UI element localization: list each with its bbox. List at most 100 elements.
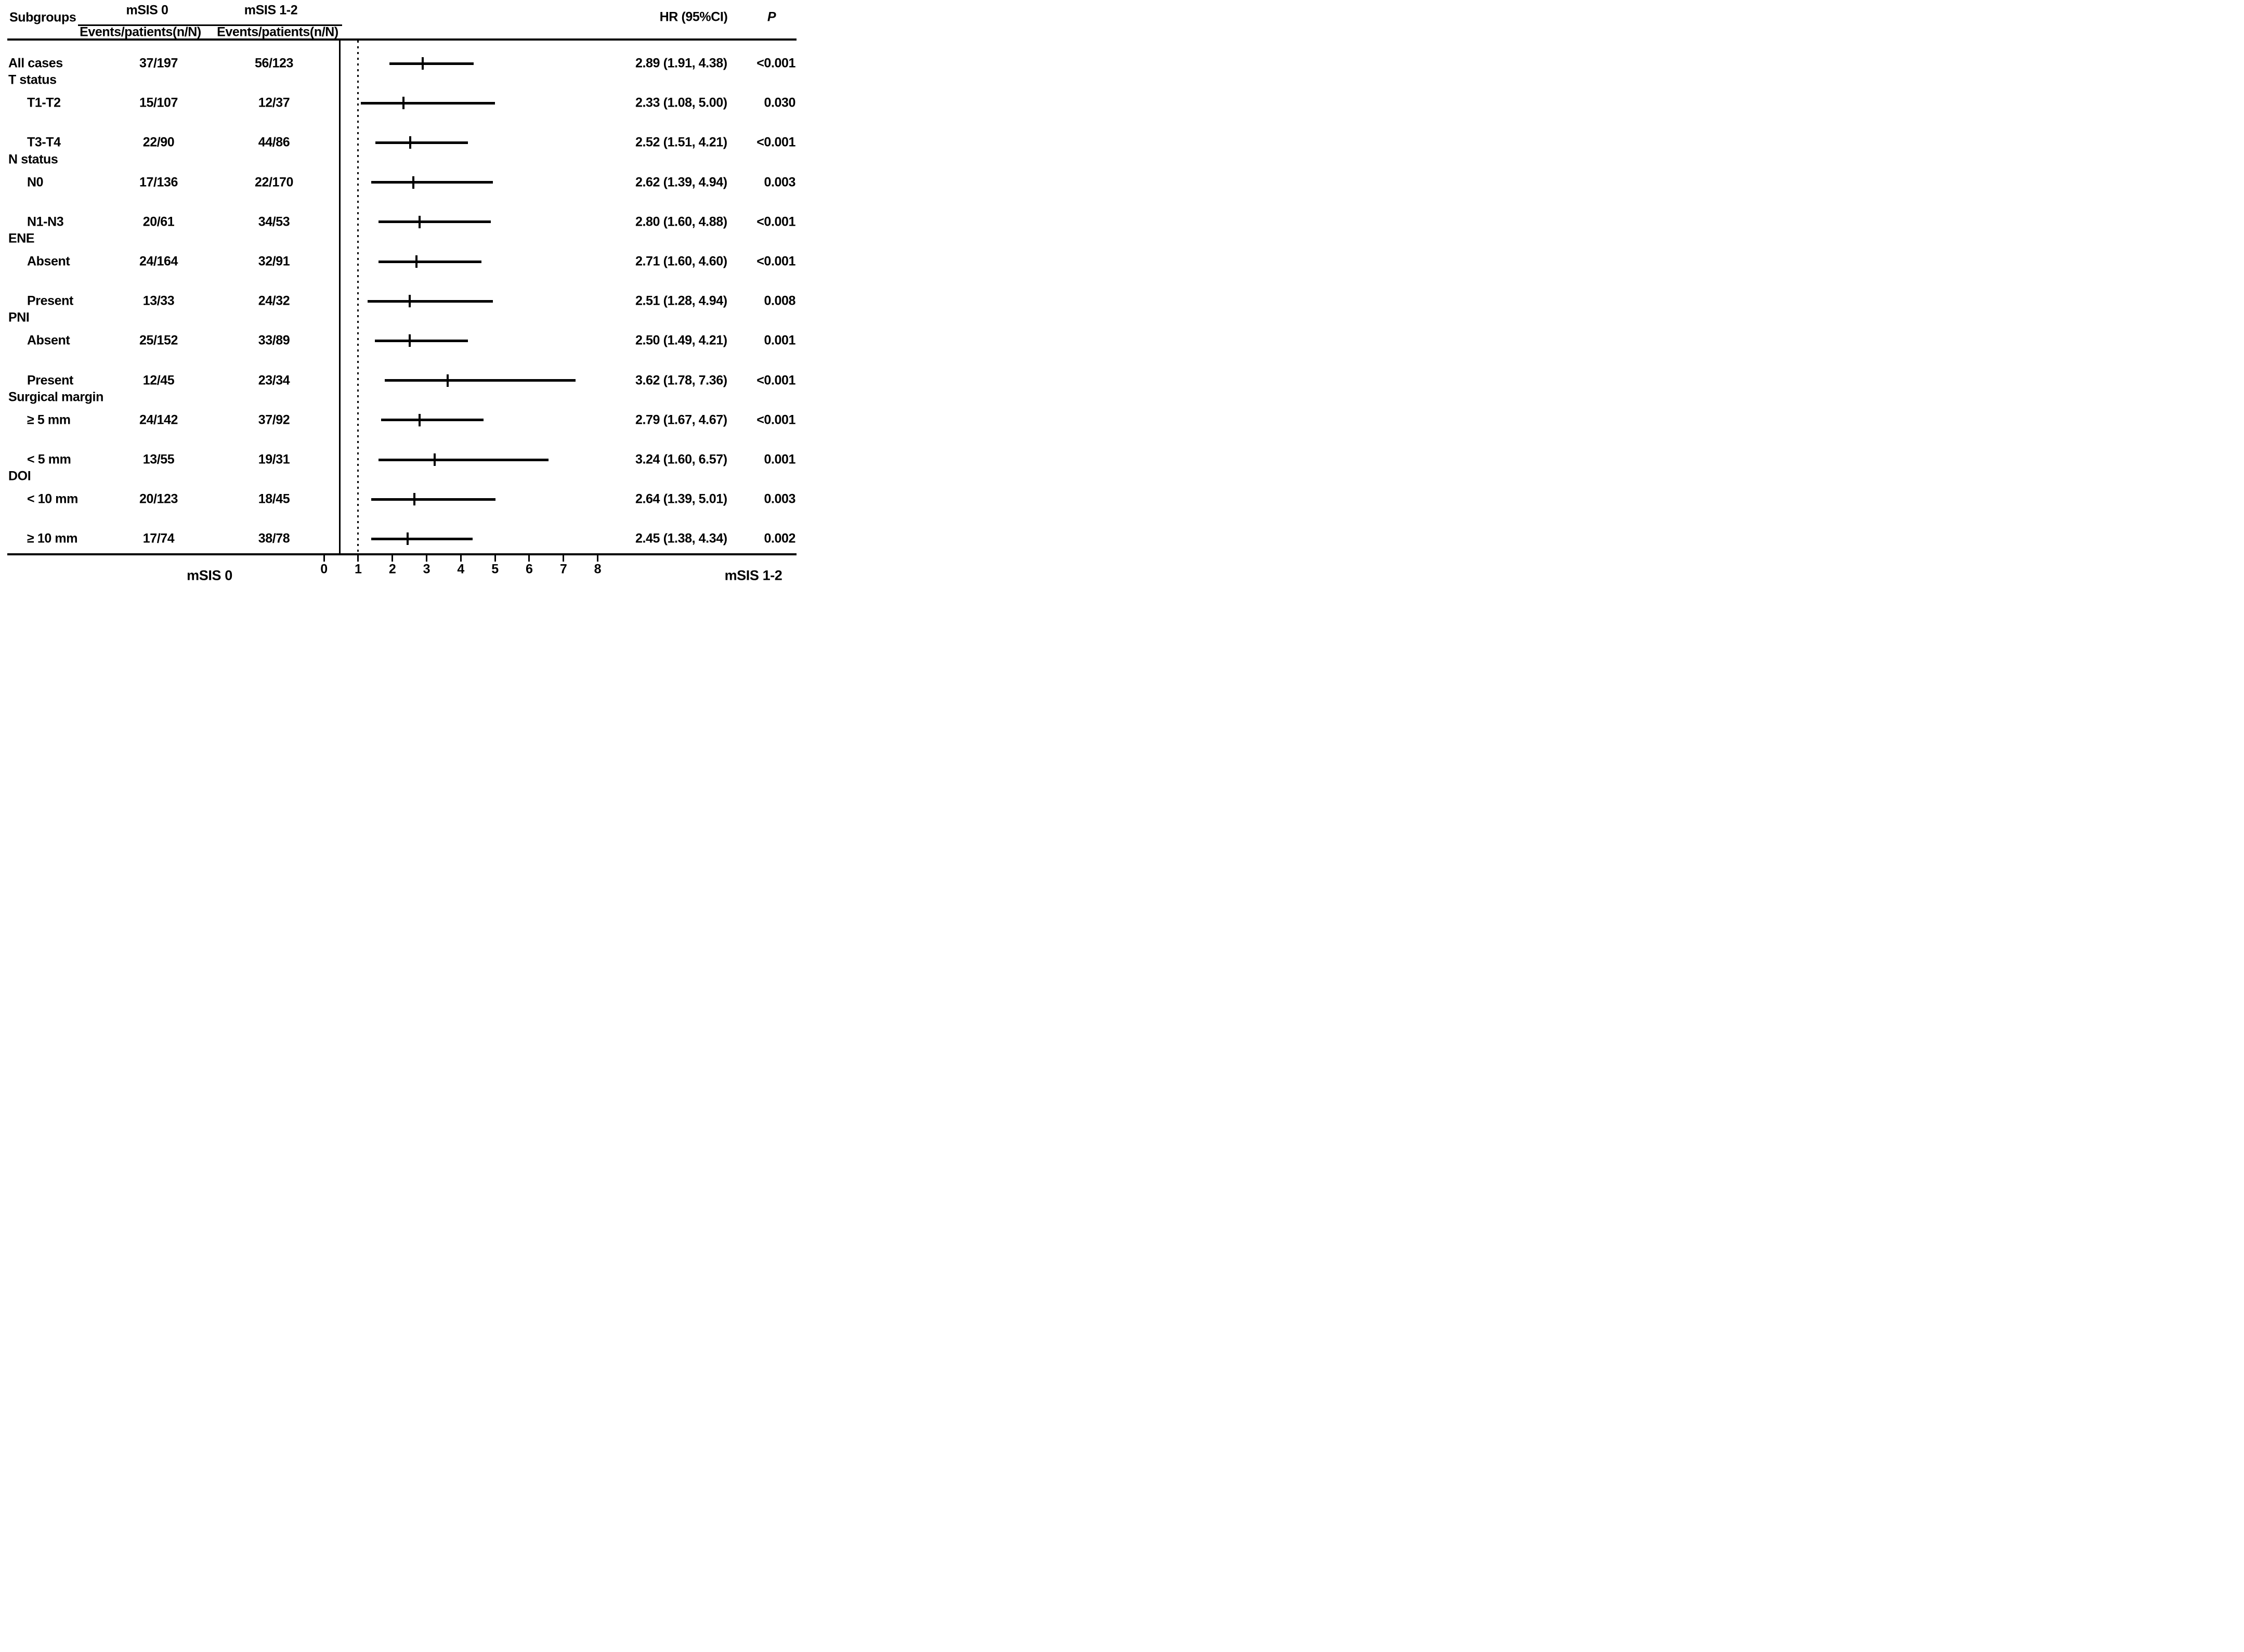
events-msis0-value: 20/123 (139, 491, 178, 506)
x-axis-tick (596, 555, 598, 562)
x-axis-tick (425, 555, 427, 562)
ci-bar (371, 181, 493, 184)
hr-ci-value: 2.80 (1.60, 4.88) (635, 214, 727, 229)
group-label: DOI (8, 469, 31, 484)
x-axis-tick-label: 0 (320, 562, 328, 577)
events-msis12-value: 37/92 (258, 412, 290, 427)
events-msis0-value: 22/90 (142, 135, 175, 150)
plot-left-border-line (339, 41, 341, 553)
x-axis-tick-label: 3 (423, 562, 430, 577)
group-label: PNI (8, 310, 30, 325)
row-label: Absent (27, 254, 70, 269)
hr-ci-value: 2.64 (1.39, 5.01) (635, 491, 727, 506)
hr-point-tick (402, 97, 405, 110)
x-axis-tick (392, 555, 394, 562)
x-axis-tick (323, 555, 325, 562)
hr-ci-value: 2.51 (1.28, 4.94) (635, 293, 727, 308)
x-axis-tick (563, 555, 565, 562)
x-axis-tick (357, 555, 359, 562)
hr-point-tick (419, 215, 421, 228)
x-axis-tick (460, 555, 462, 562)
hr-ci-value: 2.62 (1.39, 4.94) (635, 175, 727, 190)
x-axis-tick-label: 6 (526, 562, 533, 577)
hr-ci-value: 2.71 (1.60, 4.60) (635, 254, 727, 269)
events-msis0-value: 24/164 (139, 254, 178, 269)
events-msis0-value: 12/45 (142, 373, 175, 388)
p-value: <0.001 (756, 56, 795, 71)
reference-line-hr1 (357, 41, 359, 553)
ci-bar (381, 419, 484, 422)
xaxis-right-group-label: mSIS 1-2 (724, 567, 782, 583)
hr-point-tick (418, 413, 421, 426)
ci-bar (379, 260, 481, 263)
ci-bar (389, 62, 474, 65)
x-axis-tick-label: 2 (388, 562, 396, 577)
group-label: ENE (8, 231, 35, 246)
group-label: Surgical margin (8, 389, 103, 405)
ci-bar (371, 498, 495, 501)
ci-bar (368, 300, 493, 303)
events-msis0-value: 13/33 (142, 293, 175, 308)
header-underline (78, 24, 342, 26)
hr-ci-value: 2.79 (1.67, 4.67) (635, 412, 727, 427)
ci-bar (379, 458, 549, 461)
hr-ci-value: 2.50 (1.49, 4.21) (635, 333, 727, 348)
x-axis-tick-label: 7 (559, 562, 567, 577)
row-label: Absent (27, 333, 70, 348)
events-msis0-value: 20/61 (142, 214, 175, 229)
hr-point-tick (408, 334, 411, 347)
events-msis12-value: 56/123 (254, 56, 294, 71)
events-msis12-value: 22/170 (254, 175, 294, 190)
row-label: N1-N3 (27, 214, 64, 229)
hr-point-tick (409, 295, 411, 308)
row-label: ≥ 5 mm (27, 412, 71, 427)
hr-ci-value: 2.33 (1.08, 5.00) (635, 95, 727, 110)
ci-bar (375, 339, 468, 342)
p-value: <0.001 (756, 254, 795, 269)
hr-ci-value: 3.24 (1.60, 6.57) (635, 452, 727, 467)
p-value: 0.002 (764, 531, 795, 546)
hr-ci-value: 2.52 (1.51, 4.21) (635, 135, 727, 150)
hr-ci-value: 2.45 (1.38, 4.34) (635, 531, 727, 546)
ci-bar (385, 379, 576, 382)
p-value: <0.001 (756, 373, 795, 388)
hr-point-tick (422, 57, 424, 70)
hr-ci-value: 3.62 (1.78, 7.36) (635, 373, 727, 388)
p-column-header: P (767, 9, 776, 24)
events-msis0-value: 24/142 (139, 412, 178, 427)
group-label: N status (8, 152, 58, 167)
events-msis0-value: 25/152 (139, 333, 178, 348)
x-axis-tick-label: 4 (457, 562, 464, 577)
xaxis-left-group-label: mSIS 0 (187, 567, 232, 583)
hr-point-tick (413, 493, 415, 506)
ci-bar (371, 537, 473, 540)
ci-bar (361, 101, 495, 105)
events-msis0-value: 15/107 (139, 95, 178, 110)
x-axis-tick (528, 555, 530, 562)
events-msis0-value: 17/136 (139, 175, 178, 190)
x-axis-tick-label: 1 (355, 562, 362, 577)
p-value: 0.001 (764, 452, 795, 467)
p-value: 0.003 (764, 175, 795, 190)
events-msis12-value: 19/31 (258, 452, 290, 467)
events-msis0-value: 13/55 (142, 452, 175, 467)
p-value: 0.030 (764, 95, 795, 110)
hr-column-header: HR (95%CI) (659, 9, 728, 24)
events-msis12-value: 44/86 (258, 135, 290, 150)
p-value: <0.001 (756, 135, 795, 150)
events-msis0-value: 17/74 (142, 531, 175, 546)
msis0-column-header: mSIS 0 (126, 3, 168, 18)
events-msis12-value: 18/45 (258, 491, 290, 506)
row-label: N0 (27, 175, 44, 190)
events-msis0-value: 37/197 (139, 56, 178, 71)
events-msis12-value: 12/37 (258, 95, 290, 110)
events-msis12-value: 34/53 (258, 214, 290, 229)
hr-point-tick (409, 136, 411, 149)
row-label: All cases (8, 56, 63, 71)
events-msis12-value: 24/32 (258, 293, 290, 308)
p-value: <0.001 (756, 412, 795, 427)
x-axis-tick-label: 5 (491, 562, 499, 577)
x-axis-line (7, 553, 797, 555)
row-label: T3-T4 (27, 135, 61, 150)
group-label: T status (8, 72, 57, 87)
